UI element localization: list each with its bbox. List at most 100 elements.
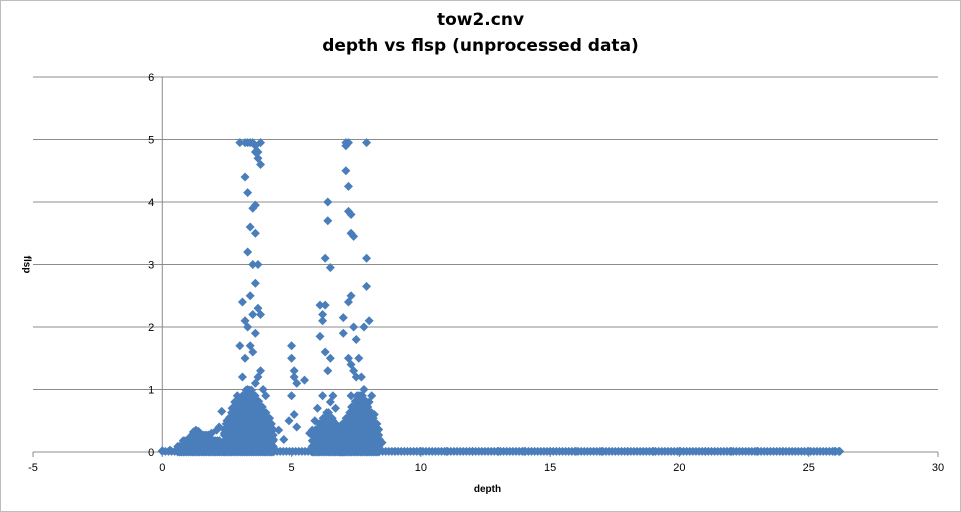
- data-point: [349, 231, 359, 241]
- data-point: [256, 138, 266, 148]
- data-point: [338, 313, 348, 323]
- axes: [32, 76, 939, 457]
- data-point: [674, 446, 684, 456]
- data-point: [261, 391, 271, 401]
- gridlines: [33, 76, 938, 390]
- data-point: [253, 147, 263, 157]
- data-point: [240, 172, 250, 182]
- data-point: [362, 138, 372, 148]
- x-tick-label: 30: [932, 462, 944, 474]
- data-point: [307, 425, 317, 435]
- data-point: [571, 446, 581, 456]
- data-point: [359, 322, 369, 332]
- data-point: [315, 300, 325, 310]
- data-point: [323, 216, 333, 226]
- data-point: [243, 385, 253, 394]
- data-point: [362, 253, 372, 263]
- data-point: [323, 366, 333, 376]
- data-point: [235, 341, 245, 351]
- data-point: [310, 416, 320, 426]
- data-point: [338, 328, 348, 338]
- x-tick-label: 25: [803, 462, 815, 474]
- tick-labels: 0 1 2 3 4 5 6 -5 0 5 10 15 20 25 30: [28, 72, 944, 474]
- chart-title: tow2.cnv: [436, 10, 525, 30]
- data-point: [356, 372, 366, 382]
- data-point: [354, 391, 364, 401]
- data-point: [245, 397, 255, 407]
- data-point: [442, 446, 452, 456]
- data-point: [225, 413, 235, 423]
- data-point: [545, 446, 555, 456]
- data-point: [346, 210, 356, 219]
- data-point: [173, 444, 183, 454]
- data-point: [209, 436, 219, 446]
- y-tick-label: 2: [148, 322, 154, 334]
- data-point: [804, 446, 814, 456]
- data-point: [165, 445, 175, 455]
- data-point: [318, 316, 328, 326]
- data-point: [232, 391, 242, 401]
- data-point: [268, 441, 278, 451]
- x-tick-label: -5: [28, 462, 38, 474]
- y-axis-label: flsp: [21, 256, 32, 274]
- data-point: [341, 166, 351, 176]
- data-point: [323, 197, 333, 207]
- data-point: [300, 375, 309, 385]
- data-point: [597, 446, 607, 456]
- data-point: [320, 253, 330, 263]
- data-point: [312, 403, 322, 413]
- data-point: [325, 263, 335, 273]
- data-point: [250, 278, 260, 288]
- data-point: [256, 366, 266, 376]
- data-point: [351, 372, 361, 382]
- data-point: [250, 200, 260, 210]
- y-tick-label: 5: [148, 135, 154, 147]
- data-point: [250, 328, 260, 338]
- data-point: [351, 335, 361, 344]
- data-point: [367, 391, 377, 401]
- data-point: [369, 410, 379, 419]
- data-point: [219, 428, 229, 438]
- data-point: [287, 341, 297, 351]
- data-point: [245, 422, 255, 432]
- data-point: [351, 403, 361, 413]
- data-point: [218, 441, 228, 451]
- data-point: [248, 410, 258, 419]
- data-point: [623, 446, 633, 456]
- data-point: [390, 446, 400, 456]
- data-point: [256, 160, 266, 169]
- data-point: [157, 446, 167, 456]
- data-point: [830, 446, 840, 456]
- data-point: [354, 353, 364, 363]
- data-point: [217, 406, 227, 416]
- data-point: [274, 425, 284, 435]
- y-tick-label: 0: [148, 447, 154, 459]
- x-tick-label: 5: [289, 462, 295, 474]
- data-point: [248, 310, 258, 319]
- data-point: [256, 310, 266, 319]
- data-point: [835, 446, 845, 456]
- data-point: [519, 446, 529, 456]
- x-axis-label: depth: [474, 484, 501, 495]
- data-point: [214, 422, 224, 432]
- data-point: [218, 447, 228, 457]
- data-point: [292, 378, 302, 388]
- data-point: [320, 300, 330, 310]
- data-point: [356, 416, 366, 426]
- data-point: [315, 331, 325, 341]
- data-point: [346, 291, 356, 301]
- data-point: [268, 447, 278, 457]
- data-point: [328, 391, 338, 401]
- data-point: [237, 297, 247, 307]
- data-point: [292, 422, 302, 432]
- data-point: [778, 446, 788, 456]
- data-point: [377, 438, 387, 448]
- data-point: [343, 181, 353, 191]
- data-point: [248, 260, 258, 269]
- data-point: [253, 416, 263, 426]
- data-point: [243, 322, 253, 332]
- data-point: [243, 247, 253, 257]
- data-point: [364, 316, 374, 326]
- data-point: [263, 416, 273, 426]
- data-point: [279, 435, 289, 444]
